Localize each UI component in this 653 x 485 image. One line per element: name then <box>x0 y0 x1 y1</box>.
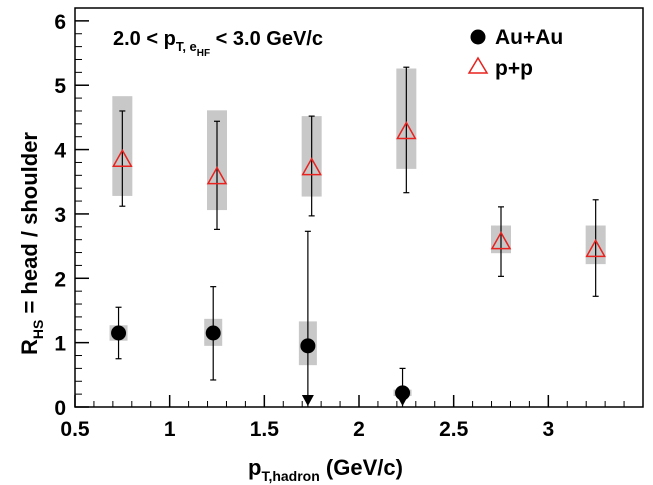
legend-pp-label: p+p <box>495 57 533 80</box>
y-tick-label: 4 <box>54 140 66 163</box>
y-tick-label: 0 <box>54 397 66 420</box>
legend-auau-marker <box>470 29 486 45</box>
x-tick-label: 1.5 <box>250 418 280 441</box>
legend-auau-label: Au+Au <box>495 26 563 49</box>
legend-pp-marker <box>467 56 489 74</box>
cut-annotation: 2.0 < pT, eHF < 3.0 GeV/c <box>113 28 323 59</box>
data-point-auau <box>395 385 411 401</box>
data-point-pp <box>490 231 512 250</box>
x-tick-label: 0.5 <box>60 418 90 441</box>
data-point-pp <box>206 166 228 185</box>
y-tick-label: 5 <box>54 75 66 98</box>
plot-frame <box>74 7 644 408</box>
x-tick-label: 2.5 <box>439 418 469 441</box>
data-point-pp <box>112 148 133 167</box>
y-tick-label: 2 <box>54 268 66 291</box>
error-bar-layer <box>115 66 599 407</box>
x-tick-label: 1 <box>164 418 176 441</box>
y-tick-label: 1 <box>54 333 66 356</box>
systematic-box-layer <box>109 68 606 397</box>
y-tick-label: 6 <box>54 11 66 34</box>
lower-limit-arrow <box>301 395 314 406</box>
data-point-auau <box>205 325 221 341</box>
axis-tick-layer: 0.5 1 1.5 2 2.5 3 0 1 2 3 4 5 6 <box>54 7 625 441</box>
x-tick-label: 3 <box>542 418 554 441</box>
data-point-pp <box>301 157 322 176</box>
y-axis-title: RHS = head / shoulder <box>17 132 46 355</box>
x-axis-title: pT,hadron (GeV/c) <box>248 455 403 484</box>
data-point-pp <box>585 238 606 258</box>
x-tick-label: 2 <box>353 418 365 441</box>
marker-layer <box>111 121 606 401</box>
data-point-auau <box>300 338 316 354</box>
data-point-auau <box>111 325 127 341</box>
data-point-pp <box>396 121 417 140</box>
legend: Au+Au p+p <box>467 26 563 80</box>
y-tick-label: 3 <box>54 204 66 227</box>
